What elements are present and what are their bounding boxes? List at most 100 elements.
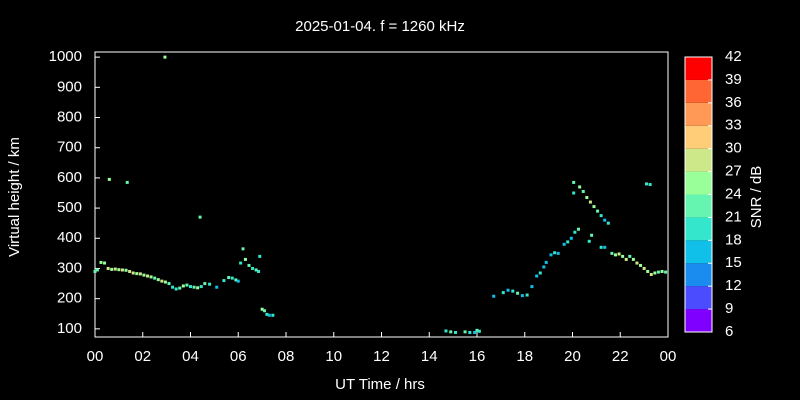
data-point [243, 257, 247, 261]
y-tick-label: 900 [57, 78, 82, 95]
colorbar-band [685, 309, 712, 332]
data-point [639, 263, 643, 267]
colorbar-tick-label: 6 [725, 323, 733, 340]
data-point [475, 328, 479, 332]
data-point [653, 271, 657, 275]
data-point [125, 180, 129, 184]
data-point [463, 330, 467, 334]
data-point [227, 276, 231, 280]
data-point [199, 285, 203, 289]
data-point [444, 329, 448, 333]
data-point [260, 307, 264, 311]
data-point [542, 265, 546, 269]
data-point [506, 288, 510, 292]
y-axis-label: Virtual height / km [6, 137, 23, 257]
x-tick-label: 00 [660, 348, 677, 365]
y-tick-label: 1000 [49, 48, 82, 65]
x-tick-label: 06 [230, 348, 247, 365]
data-point [196, 286, 200, 290]
colorbar-band [685, 79, 712, 103]
x-tick-label: 10 [325, 348, 342, 365]
chart-title: 2025-01-04. f = 1260 kHz [295, 18, 465, 35]
data-point [492, 294, 496, 298]
data-point [185, 283, 189, 287]
data-point [549, 253, 553, 257]
x-tick-label: 14 [421, 348, 438, 365]
data-point [142, 273, 146, 277]
data-point [267, 313, 271, 317]
data-point [239, 261, 243, 265]
data-point [569, 236, 573, 240]
data-point [230, 276, 234, 280]
x-tick-label: 02 [134, 348, 151, 365]
data-point [596, 209, 600, 213]
data-point [578, 185, 582, 189]
data-point [660, 269, 664, 273]
y-tick-label: 600 [57, 169, 82, 186]
data-point [203, 282, 207, 286]
data-point [146, 274, 150, 278]
x-tick-label: 16 [469, 348, 486, 365]
data-point [553, 251, 557, 255]
data-point [646, 269, 650, 273]
data-point [664, 270, 668, 274]
data-point [538, 271, 542, 275]
data-point [588, 200, 592, 204]
data-point [110, 267, 114, 271]
colorbar-band [685, 286, 712, 310]
data-point [454, 330, 458, 334]
colorbar-band [685, 57, 712, 80]
data-point [128, 269, 132, 273]
data-point [153, 276, 157, 280]
colorbar-tick-label: 9 [725, 300, 733, 317]
data-point [93, 269, 97, 273]
colorbar-band [685, 263, 712, 287]
data-point [631, 257, 635, 261]
data-point [131, 271, 135, 275]
colorbar-band [685, 148, 712, 172]
data-point [520, 294, 524, 298]
y-tick-label: 800 [57, 108, 82, 125]
data-point [581, 189, 585, 193]
data-point [572, 180, 576, 184]
data-point [572, 191, 576, 195]
data-point [258, 254, 262, 258]
x-tick-label: 00 [87, 348, 104, 365]
data-point [106, 266, 110, 270]
colorbar-tick-label: 36 [725, 94, 742, 111]
x-tick-label: 08 [278, 348, 295, 365]
data-point [645, 182, 649, 186]
y-tick-label: 700 [57, 139, 82, 156]
data-point [156, 278, 160, 282]
y-tick-label: 200 [57, 290, 82, 307]
colorbar-label: SNR / dB [748, 166, 765, 229]
x-tick-label: 22 [612, 348, 629, 365]
data-point [603, 218, 607, 222]
data-point [590, 233, 594, 237]
colorbar-band [685, 194, 712, 218]
data-point [251, 266, 255, 270]
data-point [603, 245, 607, 249]
data-point [99, 260, 103, 264]
data-point [265, 312, 269, 316]
data-point [501, 291, 505, 295]
data-point [599, 245, 603, 249]
data-point [189, 285, 192, 289]
colorbar-tick-label: 12 [725, 277, 742, 294]
data-point [628, 254, 632, 258]
data-point [117, 268, 121, 272]
data-point [621, 254, 625, 258]
data-point [124, 268, 128, 272]
data-point [103, 261, 107, 265]
data-point [516, 291, 520, 295]
x-tick-label: 20 [564, 348, 581, 365]
data-point [535, 274, 539, 278]
data-point [181, 284, 185, 288]
data-point [610, 251, 614, 255]
data-point [236, 279, 240, 283]
data-point [585, 196, 589, 200]
data-point [234, 278, 238, 282]
x-tick-label: 18 [516, 348, 533, 365]
